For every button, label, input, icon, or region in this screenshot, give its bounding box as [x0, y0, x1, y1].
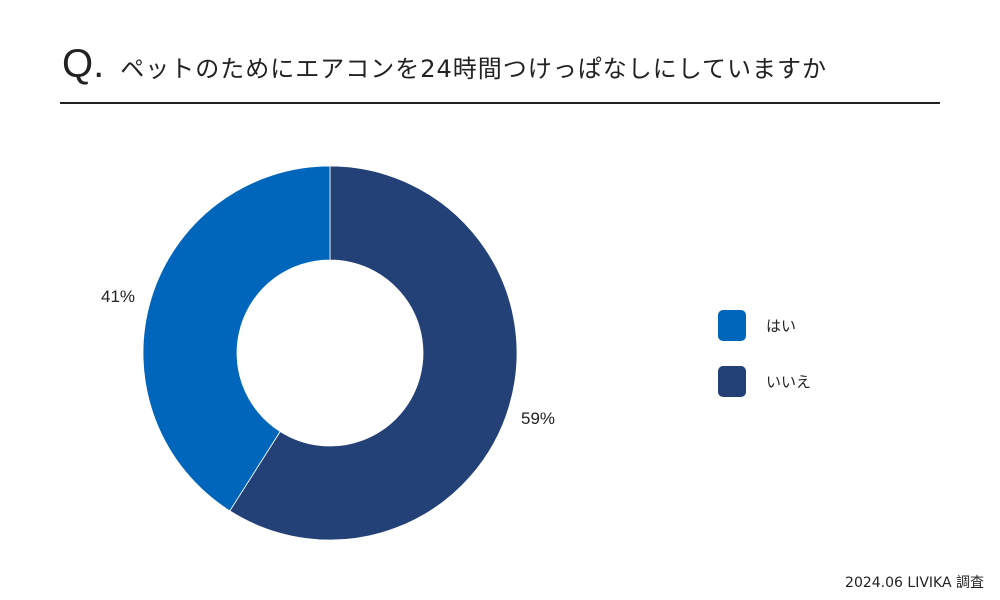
title-underline	[60, 102, 940, 104]
slice-no	[229, 165, 518, 541]
source-note: 2024.06 LIVIKA 調査	[845, 575, 984, 591]
question-text: ペットのためにエアコンを24時間つけっぱなしにしていますか	[120, 55, 828, 83]
chart-title: Q. ペットのためにエアコンを24時間つけっぱなしにしていますか	[62, 44, 827, 84]
legend-swatch-yes	[718, 310, 746, 341]
legend-label-no: いいえ	[766, 373, 812, 391]
slice-yes	[142, 165, 331, 512]
label-yes-percent: 41%	[101, 287, 136, 306]
label-no-percent: 59%	[521, 409, 556, 428]
legend-item-no: いいえ	[718, 366, 811, 397]
legend-label-yes: はい	[766, 317, 797, 335]
legend-item-yes: はい	[718, 310, 796, 341]
legend-swatch-no	[718, 366, 746, 397]
q-mark: Q.	[62, 42, 105, 86]
